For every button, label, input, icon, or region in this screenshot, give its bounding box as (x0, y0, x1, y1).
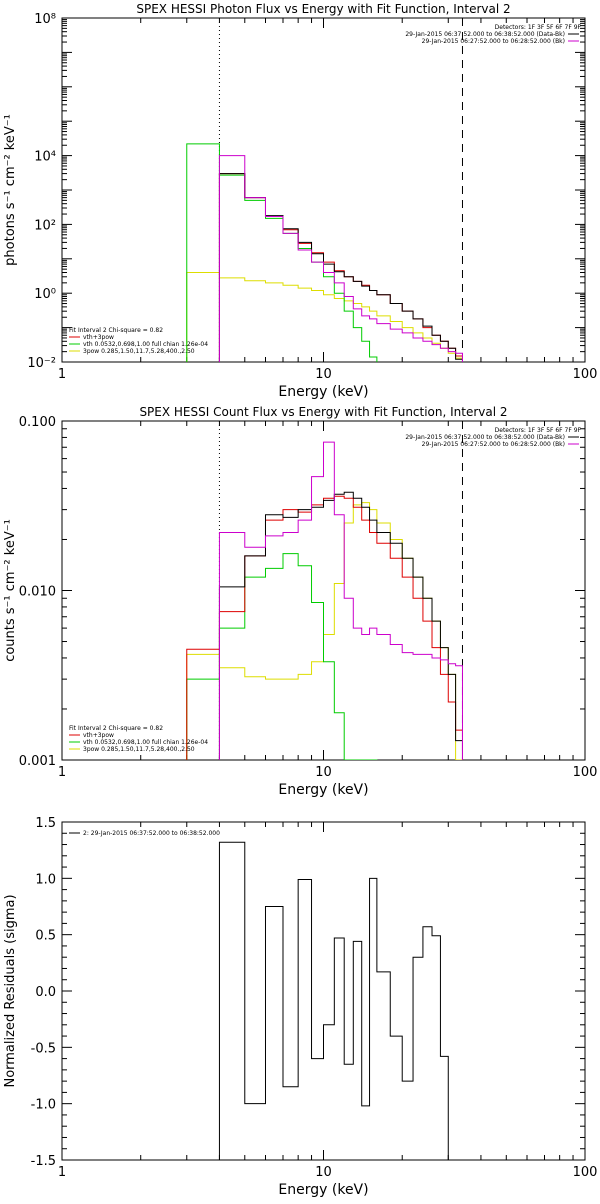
series-line-1 (186, 271, 463, 362)
y-tick-label: -1.0 (31, 1098, 56, 1113)
y-tick-label: -1.5 (31, 1154, 56, 1169)
legend-bottom-left-text: vth 0.0532,0.698,1.00 full chian 1.26e-0… (83, 739, 208, 746)
series-line-2 (186, 143, 378, 362)
y-tick-label: 0.001 (19, 754, 56, 769)
x-tick-label: 1 (58, 765, 66, 780)
legend-bottom-left-text: 3pow 0.285,1.50,11.7,5.28,400.,2.50 (83, 348, 195, 355)
legend-top-right-text: 29-Jan-2015 06:27:52.000 to 06:28:52.000… (422, 38, 565, 45)
x-tick-label: 100 (573, 1165, 598, 1180)
y-tick-label: 10⁻² (27, 356, 56, 371)
series-line-3 (186, 495, 463, 760)
chart-panel-1: 1 10 100 10⁻² 10⁰ 10² 10⁴ 10⁸ SPEX HESSI Photon … (3, 2, 597, 400)
legend-bottom-left-text: Fit Interval 2 Chi-square = 0.82 (69, 725, 163, 732)
y-tick-label: 0.010 (19, 585, 56, 600)
x-tick-label: 10 (315, 765, 332, 780)
legend-top-right-text: Detectors: 1F 3F 5F 6F 7F 9F (495, 427, 582, 434)
y-tick-label: 0.0 (35, 985, 56, 1000)
x-tick-label: 1 (58, 1165, 66, 1180)
x-tick-label: 10 (315, 1165, 332, 1180)
y-tick-label: 10⁴ (34, 150, 56, 165)
series-line-5 (218, 155, 463, 362)
y-tick-label: 1.5 (35, 816, 56, 831)
y-axis-label: counts s⁻¹ cm⁻² keV⁻¹ (3, 519, 18, 662)
y-tick-label: 0.5 (35, 929, 56, 944)
plot-frame (61, 17, 586, 363)
y-tick-label: 1.0 (35, 872, 56, 887)
x-tick-label: 10 (315, 367, 332, 382)
series-line-1 (218, 841, 449, 1160)
x-tick-label: 1 (58, 367, 66, 382)
x-tick-label: 100 (573, 765, 598, 780)
x-axis-label: Energy (keV) (278, 384, 368, 400)
y-tick-label: -0.5 (31, 1041, 56, 1056)
legend-top-right-text: 29-Jan-2015 06:27:52.000 to 06:28:52.000… (422, 441, 565, 448)
y-axis-label: Normalized Residuals (sigma) (3, 894, 18, 1087)
series-line-5 (218, 441, 463, 760)
x-tick-label: 100 (573, 367, 598, 382)
legend-bottom-left-text: Fit Interval 2 Chi-square = 0.82 (69, 327, 163, 334)
plot-frame (61, 821, 586, 1161)
legend-top-left-text: 2: 29-Jan-2015 06:37:52.000 to 06:38:52.… (83, 830, 220, 837)
series-line-3 (218, 173, 463, 362)
chart-panel-3: 1 10 100 -1.5 -1.0 -0.5 0.0 0.5 1.0 1.5 Energy (ke… (3, 816, 597, 1198)
series-line-1 (186, 502, 463, 760)
series-line-2 (186, 553, 378, 760)
series-line-4 (218, 173, 463, 362)
y-tick-label: 0.100 (19, 415, 56, 430)
legend-top-right-text: Detectors: 1F 3F 5F 6F 7F 9F (495, 24, 582, 31)
series-line-4 (218, 491, 463, 760)
x-axis-label: Energy (keV) (278, 782, 368, 798)
legend-bottom-left-text: vth+3pow (83, 732, 114, 739)
y-axis-label: photons s⁻¹ cm⁻² keV⁻¹ (3, 114, 18, 266)
y-tick-label: 10² (34, 218, 56, 233)
y-tick-label: 10⁸ (34, 12, 56, 27)
legend-bottom-left-text: vth 0.0532,0.698,1.00 full chian 1.26e-0… (83, 341, 208, 348)
legend-bottom-left-text: vth+3pow (83, 334, 114, 341)
chart-title: SPEX HESSI Photon Flux vs Energy with Fi… (136, 2, 510, 16)
y-tick-label: 10⁰ (34, 287, 56, 302)
x-axis-label: Energy (keV) (278, 1182, 368, 1198)
chart-panel-2: 1 10 100 0.001 0.010 0.100 SPEX HESSI Count Fl… (3, 405, 597, 798)
legend-top-right-text: 29-Jan-2015 06:37:52.000 to 06:38:52.000… (405, 434, 565, 441)
legend-bottom-left-text: 3pow 0.285,1.50,11.7,5.28,400.,2.50 (83, 746, 195, 753)
chart-title: SPEX HESSI Count Flux vs Energy with Fit… (139, 405, 507, 419)
legend-top-right-text: 29-Jan-2015 06:37:52.000 to 06:38:52.000… (405, 31, 565, 38)
